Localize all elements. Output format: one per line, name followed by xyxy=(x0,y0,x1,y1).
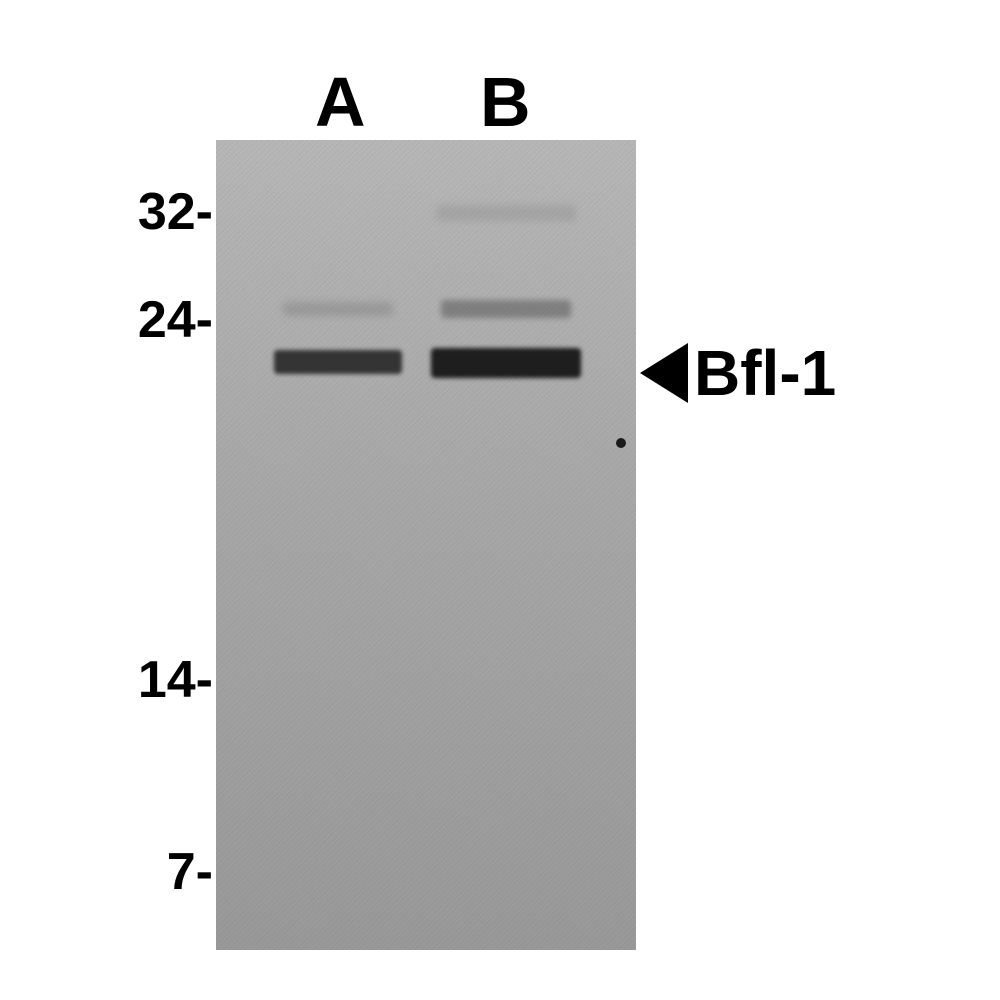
target-arrow-icon xyxy=(640,343,688,403)
blot-membrane xyxy=(216,140,636,950)
lane-label-a: A xyxy=(315,62,366,142)
mw-marker-24: 24- xyxy=(138,290,213,350)
western-blot-figure: A B 32- 24- 14- 7- Bfl-1 xyxy=(0,0,1000,1000)
band-B-very-faint-top-B xyxy=(436,205,576,221)
mw-marker-7: 7- xyxy=(167,842,213,902)
target-label: Bfl-1 xyxy=(640,336,836,410)
target-text: Bfl-1 xyxy=(694,336,836,410)
mw-marker-32: 32- xyxy=(138,182,213,242)
blot-noise-overlay xyxy=(216,140,636,950)
blot-speck xyxy=(616,438,626,448)
band-B-faint-upper-B xyxy=(441,300,571,318)
band-A-faint-upper-A xyxy=(283,302,393,316)
mw-marker-14: 14- xyxy=(138,650,213,710)
band-B-Bfl-1 xyxy=(431,348,581,378)
band-A-Bfl-1 xyxy=(274,350,402,374)
lane-label-b: B xyxy=(480,62,531,142)
